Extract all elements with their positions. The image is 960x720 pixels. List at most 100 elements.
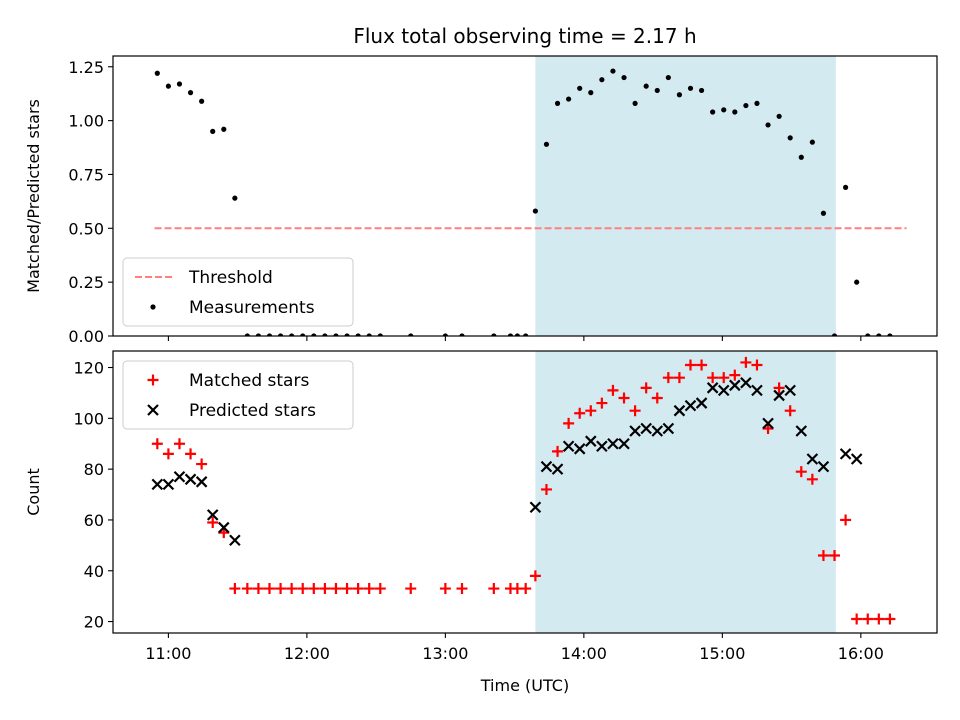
data-point xyxy=(366,333,372,336)
data-point xyxy=(551,463,564,475)
data-point xyxy=(718,372,730,384)
data-point xyxy=(765,122,771,128)
data-point xyxy=(355,333,361,336)
data-point xyxy=(773,382,785,394)
data-point xyxy=(456,583,468,595)
data-point xyxy=(839,448,852,460)
x-tick-label: 12:00 xyxy=(284,644,330,663)
y-tick-label: 0.75 xyxy=(68,165,104,184)
data-point xyxy=(673,372,685,384)
data-point xyxy=(266,333,273,336)
data-point xyxy=(162,478,175,491)
data-point xyxy=(798,154,804,160)
top-panel-ratio: 0.00 0.25 0.50 0.75 1.00 1.25 Matched/Predicte… xyxy=(24,55,938,346)
legend: Matched stars Predicted stars xyxy=(122,360,354,430)
data-point xyxy=(184,473,197,486)
x-tick-label: 13:00 xyxy=(422,644,468,663)
legend-swatch xyxy=(147,374,159,386)
data-point xyxy=(210,128,216,134)
data-point xyxy=(784,405,796,417)
data-point xyxy=(459,333,465,336)
observing-window-span xyxy=(535,56,836,336)
data-point xyxy=(322,333,328,336)
data-point xyxy=(732,109,738,115)
axes-frame xyxy=(112,350,938,634)
data-point xyxy=(710,109,716,115)
data-point xyxy=(851,613,863,625)
data-point xyxy=(651,425,664,437)
data-point xyxy=(151,478,164,491)
data-point xyxy=(543,141,550,147)
data-point xyxy=(532,208,538,214)
data-point xyxy=(173,438,185,450)
data-point xyxy=(831,333,838,336)
data-point xyxy=(488,583,500,595)
data-point xyxy=(684,359,696,371)
x-tick-label: 11:00 xyxy=(145,644,191,663)
bottom-panel-counts: 20 40 60 80 100 120 11:00 12:00 13:00 14:00 15:00 1… xyxy=(24,350,938,695)
legend-swatch xyxy=(147,404,159,416)
y-tick-label: 0.25 xyxy=(68,273,104,292)
legend-label: Measurements xyxy=(189,298,315,318)
data-point xyxy=(439,583,451,595)
y-tick-label: 100 xyxy=(73,409,104,428)
data-point xyxy=(574,407,586,419)
y-tick-label: 0.50 xyxy=(68,219,104,238)
data-point xyxy=(319,583,331,595)
data-point xyxy=(809,139,815,145)
data-point xyxy=(552,445,564,457)
data-point xyxy=(330,583,342,595)
data-point xyxy=(707,372,719,384)
data-point xyxy=(566,96,572,102)
data-point xyxy=(610,68,616,74)
data-point xyxy=(751,359,763,371)
data-point xyxy=(684,399,697,412)
y-tick-label: 60 xyxy=(84,511,104,530)
data-point xyxy=(762,417,774,430)
data-point xyxy=(151,438,163,450)
data-point xyxy=(740,356,752,368)
axes-frame xyxy=(112,55,938,337)
legend-box xyxy=(122,360,354,430)
data-point xyxy=(232,195,238,201)
data-point xyxy=(491,333,497,336)
data-point xyxy=(275,583,287,595)
legend-box xyxy=(122,257,354,327)
series-matched-stars xyxy=(151,356,896,625)
data-point xyxy=(176,81,183,87)
data-point xyxy=(654,87,660,94)
data-point xyxy=(607,437,619,450)
data-point xyxy=(743,102,749,109)
y-tick-label: 0.00 xyxy=(68,327,104,346)
data-point xyxy=(173,470,186,483)
data-point xyxy=(729,369,741,381)
data-point xyxy=(776,113,782,119)
data-point xyxy=(221,126,227,132)
data-point xyxy=(289,333,295,336)
data-point xyxy=(687,85,694,91)
data-point xyxy=(629,425,641,437)
data-point xyxy=(352,583,364,595)
data-point xyxy=(333,333,339,336)
data-point xyxy=(540,483,552,495)
data-point xyxy=(507,333,514,336)
x-tick-label: 16:00 xyxy=(838,644,884,663)
data-point xyxy=(865,333,871,336)
data-point xyxy=(862,613,874,625)
data-point xyxy=(618,437,630,450)
data-point xyxy=(341,583,353,595)
data-point xyxy=(854,279,860,285)
y-tick-label: 20 xyxy=(84,613,104,632)
data-point xyxy=(884,613,896,625)
data-point xyxy=(706,382,719,394)
data-point xyxy=(244,333,250,336)
data-point xyxy=(344,333,350,336)
legend-label: Matched stars xyxy=(189,371,309,391)
data-point xyxy=(596,440,608,453)
data-point xyxy=(562,440,575,453)
x-axis-label: Time (UTC) xyxy=(480,676,569,695)
x-tick-label: 14:00 xyxy=(561,644,607,663)
data-point xyxy=(374,583,386,595)
data-point xyxy=(185,448,197,460)
data-point xyxy=(618,392,630,404)
